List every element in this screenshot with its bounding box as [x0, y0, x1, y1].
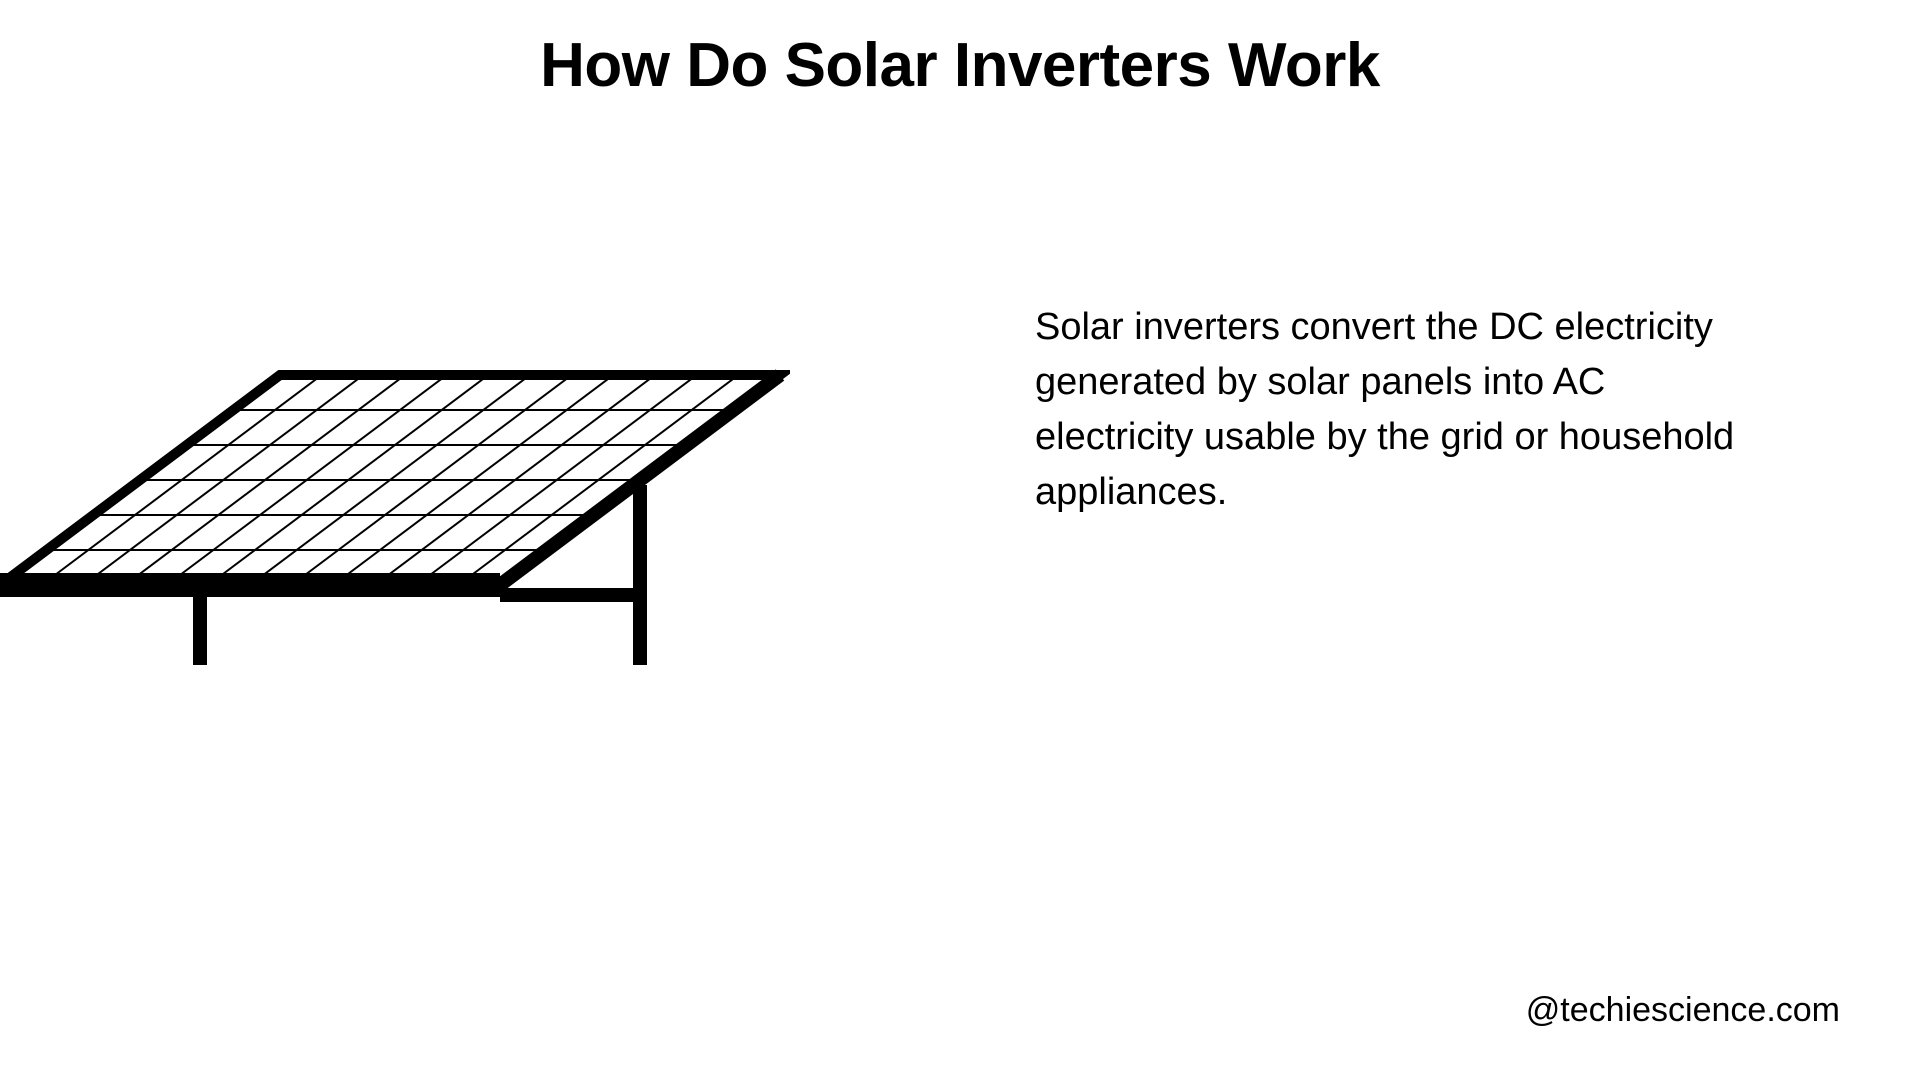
page-title: How Do Solar Inverters Work — [0, 30, 1920, 101]
solar-panel-illustration — [0, 365, 790, 670]
attribution-text: @techiescience.com — [1526, 991, 1840, 1030]
solar-panel-icon — [0, 365, 790, 665]
description-text: Solar inverters convert the DC electrici… — [1035, 300, 1755, 520]
